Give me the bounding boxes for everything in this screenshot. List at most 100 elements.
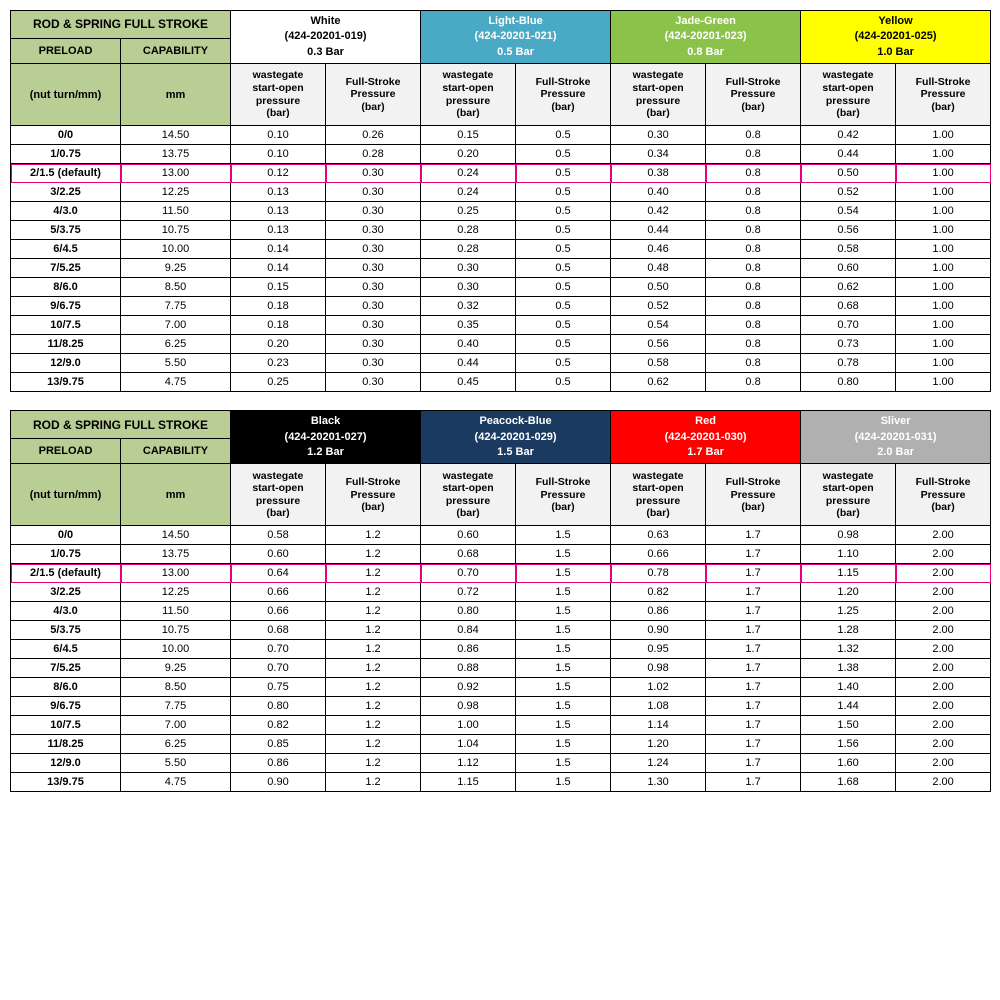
data-cell: 1.00: [896, 164, 991, 183]
preload-cell: 10/7.5: [11, 716, 121, 735]
preload-cell: 13/9.75: [11, 373, 121, 392]
data-cell: 0.68: [231, 621, 326, 640]
data-cell: 1.7: [706, 621, 801, 640]
data-cell: 0.44: [421, 354, 516, 373]
data-cell: 0.5: [516, 221, 611, 240]
data-cell: 0.78: [801, 354, 896, 373]
data-cell: 0.30: [326, 297, 421, 316]
spring-table: ROD & SPRING FULL STROKEBlack(424-20201-…: [10, 410, 991, 792]
table-row: 4/3.011.500.661.20.801.50.861.71.252.00: [11, 602, 991, 621]
data-cell: 0.5: [516, 164, 611, 183]
data-cell: 0.8: [706, 354, 801, 373]
data-cell: 1.08: [611, 697, 706, 716]
data-cell: 0.5: [516, 316, 611, 335]
preload-cell: 2/1.5 (default): [11, 164, 121, 183]
wg-header: wastegatestart-openpressure(bar): [611, 64, 706, 126]
data-cell: 0.5: [516, 240, 611, 259]
data-cell: 0.46: [611, 240, 706, 259]
preload-cell: 12/9.0: [11, 754, 121, 773]
data-cell: 0.12: [231, 164, 326, 183]
data-cell: 0.30: [326, 221, 421, 240]
capability-cell: 10.75: [121, 221, 231, 240]
data-cell: 0.30: [326, 183, 421, 202]
data-cell: 0.98: [801, 526, 896, 545]
preload-cell: 5/3.75: [11, 221, 121, 240]
data-cell: 0.62: [611, 373, 706, 392]
capability-cell: 13.75: [121, 545, 231, 564]
data-cell: 1.25: [801, 602, 896, 621]
capability-cell: 5.50: [121, 354, 231, 373]
data-cell: 0.5: [516, 126, 611, 145]
data-cell: 1.00: [896, 221, 991, 240]
data-cell: 0.5: [516, 202, 611, 221]
data-cell: 1.5: [516, 754, 611, 773]
data-cell: 1.00: [896, 240, 991, 259]
data-cell: 0.35: [421, 316, 516, 335]
data-cell: 0.60: [231, 545, 326, 564]
data-cell: 0.34: [611, 145, 706, 164]
capability-cell: 5.50: [121, 754, 231, 773]
data-cell: 1.00: [896, 297, 991, 316]
data-cell: 1.30: [611, 773, 706, 792]
data-cell: 0.70: [231, 640, 326, 659]
data-cell: 0.60: [421, 526, 516, 545]
wg-header: wastegatestart-openpressure(bar): [611, 464, 706, 526]
capability-cell: 6.25: [121, 335, 231, 354]
capability-cell: 10.75: [121, 621, 231, 640]
data-cell: 0.38: [611, 164, 706, 183]
data-cell: 1.00: [896, 278, 991, 297]
data-cell: 0.5: [516, 183, 611, 202]
data-cell: 1.50: [801, 716, 896, 735]
capability-cell: 9.25: [121, 659, 231, 678]
data-cell: 1.7: [706, 545, 801, 564]
table-row: 5/3.7510.750.681.20.841.50.901.71.282.00: [11, 621, 991, 640]
data-cell: 1.20: [801, 583, 896, 602]
data-cell: 2.00: [896, 602, 991, 621]
data-cell: 0.73: [801, 335, 896, 354]
data-cell: 0.30: [421, 259, 516, 278]
preload-cell: 11/8.25: [11, 335, 121, 354]
data-cell: 0.10: [231, 126, 326, 145]
data-cell: 0.15: [421, 126, 516, 145]
data-cell: 0.42: [801, 126, 896, 145]
data-cell: 1.00: [896, 373, 991, 392]
data-cell: 0.5: [516, 297, 611, 316]
data-cell: 1.00: [896, 126, 991, 145]
data-cell: 0.8: [706, 259, 801, 278]
data-cell: 0.86: [611, 602, 706, 621]
preload-cell: 5/3.75: [11, 621, 121, 640]
data-cell: 1.7: [706, 754, 801, 773]
table-row: 7/5.259.250.140.300.300.50.480.80.601.00: [11, 259, 991, 278]
data-cell: 1.7: [706, 564, 801, 583]
data-cell: 0.30: [326, 316, 421, 335]
data-cell: 2.00: [896, 773, 991, 792]
data-cell: 1.2: [326, 545, 421, 564]
preload-cell: 1/0.75: [11, 545, 121, 564]
data-cell: 1.2: [326, 526, 421, 545]
data-cell: 0.40: [611, 183, 706, 202]
title-header: ROD & SPRING FULL STROKE: [11, 411, 231, 439]
table-row: 6/4.510.000.701.20.861.50.951.71.322.00: [11, 640, 991, 659]
data-cell: 0.70: [421, 564, 516, 583]
table-row: 0/014.500.100.260.150.50.300.80.421.00: [11, 126, 991, 145]
data-cell: 1.12: [421, 754, 516, 773]
table-row: 5/3.7510.750.130.300.280.50.440.80.561.0…: [11, 221, 991, 240]
data-cell: 1.7: [706, 640, 801, 659]
data-cell: 1.5: [516, 697, 611, 716]
data-cell: 0.5: [516, 354, 611, 373]
data-cell: 0.32: [421, 297, 516, 316]
capability-cell: 14.50: [121, 126, 231, 145]
preload-cell: 3/2.25: [11, 583, 121, 602]
data-cell: 1.44: [801, 697, 896, 716]
preload-cell: 8/6.0: [11, 678, 121, 697]
data-cell: 0.5: [516, 335, 611, 354]
data-cell: 1.40: [801, 678, 896, 697]
data-cell: 2.00: [896, 678, 991, 697]
data-cell: 0.30: [611, 126, 706, 145]
data-cell: 0.8: [706, 202, 801, 221]
data-cell: 1.32: [801, 640, 896, 659]
data-cell: 0.82: [611, 583, 706, 602]
data-cell: 0.54: [611, 316, 706, 335]
wg-header: wastegatestart-openpressure(bar): [231, 64, 326, 126]
data-cell: 1.10: [801, 545, 896, 564]
